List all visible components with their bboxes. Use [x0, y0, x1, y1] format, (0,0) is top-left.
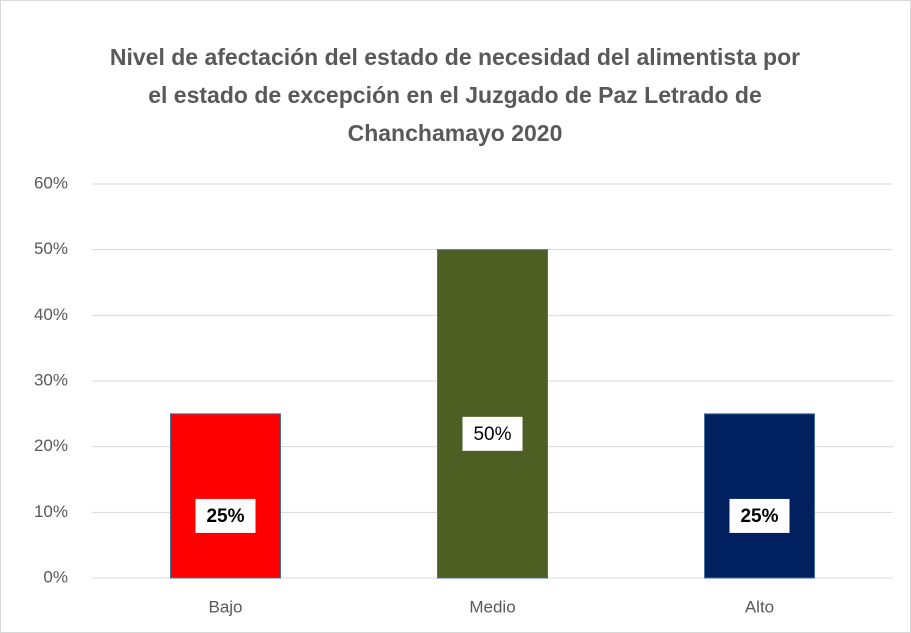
y-tick-label: 40% [34, 305, 68, 324]
bar [704, 413, 815, 579]
x-tick-label: Medio [469, 597, 515, 616]
y-tick-label: 50% [34, 239, 68, 258]
chart-title: Nivel de afectación del estado de necesi… [109, 44, 801, 146]
y-tick-label: 20% [34, 436, 68, 455]
y-tick-label: 0% [43, 567, 68, 586]
value-label: 50% [473, 424, 511, 445]
x-tick-label: Alto [745, 597, 774, 616]
y-tick-label: 30% [34, 370, 68, 389]
value-label: 25% [206, 506, 244, 527]
y-tick-label: 10% [34, 502, 68, 521]
bar [170, 413, 281, 579]
bar [437, 249, 548, 579]
y-tick-label: 60% [34, 173, 68, 192]
value-label-box [195, 498, 256, 533]
value-label-box [462, 416, 523, 451]
value-label-box [729, 498, 790, 533]
x-tick-label: Bajo [208, 597, 242, 616]
value-label: 25% [740, 506, 778, 527]
